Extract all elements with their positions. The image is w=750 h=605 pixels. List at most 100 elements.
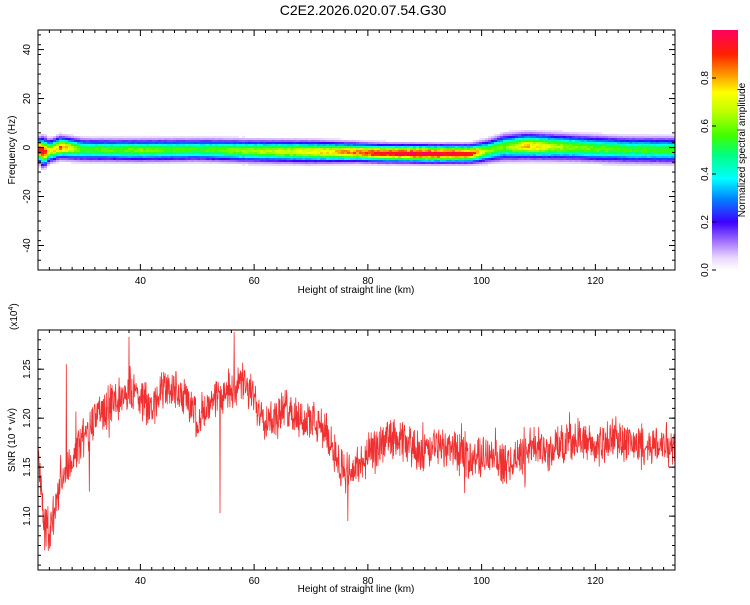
heatmap-cell	[107, 144, 110, 146]
heatmap-cell	[461, 164, 464, 166]
heatmap-cell	[569, 142, 572, 144]
heatmap-cell	[326, 156, 329, 158]
heatmap-cell	[290, 160, 293, 162]
heatmap-cell	[530, 136, 533, 138]
heatmap-cell	[614, 154, 617, 156]
heatmap-cell	[530, 144, 533, 146]
heatmap-cell	[500, 138, 503, 140]
heatmap-cell	[161, 146, 164, 148]
heatmap-cell	[632, 136, 635, 138]
heatmap-cell	[227, 158, 230, 160]
heatmap-cell	[506, 162, 509, 164]
heatmap-cell	[146, 148, 149, 150]
heatmap-cell	[131, 152, 134, 154]
heatmap-cell	[266, 160, 269, 162]
heatmap-cell	[137, 162, 140, 164]
heatmap-cell	[272, 164, 275, 166]
heatmap-cell	[359, 152, 362, 154]
heatmap-cell	[134, 160, 137, 162]
heatmap-cell	[320, 154, 323, 156]
heatmap-cell	[539, 132, 542, 134]
heatmap-cell	[395, 156, 398, 158]
heatmap-cell	[446, 156, 449, 158]
heatmap-cell	[599, 160, 602, 162]
heatmap-cell	[611, 162, 614, 164]
heatmap-cell	[596, 138, 599, 140]
snr-ytick-label: 1.25	[22, 359, 33, 379]
heatmap-cell	[308, 142, 311, 144]
heatmap-cell	[593, 142, 596, 144]
heatmap-cell	[266, 158, 269, 160]
heatmap-cell	[326, 152, 329, 154]
heatmap-cell	[230, 162, 233, 164]
heatmap-cell	[536, 130, 539, 132]
heatmap-cell	[83, 160, 86, 162]
heatmap-cell	[569, 156, 572, 158]
heatmap-cell	[137, 148, 140, 150]
heatmap-cell	[410, 164, 413, 166]
heatmap-cell	[77, 150, 80, 152]
heatmap-cell	[170, 162, 173, 164]
heatmap-cell	[101, 138, 104, 140]
heatmap-cell	[248, 144, 251, 146]
heatmap-cell	[653, 148, 656, 150]
heatmap-cell	[581, 148, 584, 150]
heatmap-cell	[221, 160, 224, 162]
heatmap-cell	[524, 138, 527, 140]
heatmap-cell	[467, 160, 470, 162]
heatmap-cell	[611, 138, 614, 140]
heatmap-cell	[125, 140, 128, 142]
heatmap-cell	[101, 142, 104, 144]
heatmap-cell	[299, 160, 302, 162]
heatmap-cell	[320, 146, 323, 148]
heatmap-cell	[485, 144, 488, 146]
heatmap-cell	[650, 160, 653, 162]
heatmap-cell	[104, 142, 107, 144]
heatmap-cell	[389, 142, 392, 144]
heatmap-cell	[356, 156, 359, 158]
heatmap-cell	[329, 160, 332, 162]
heatmap-cell	[671, 154, 674, 156]
heatmap-cell	[275, 156, 278, 158]
heatmap-cell	[521, 150, 524, 152]
heatmap-cell	[353, 160, 356, 162]
heatmap-cell	[86, 158, 89, 160]
heatmap-cell	[326, 162, 329, 164]
heatmap-cell	[167, 152, 170, 154]
heatmap-cell	[518, 142, 521, 144]
heatmap-cell	[368, 142, 371, 144]
heatmap-cell	[170, 148, 173, 150]
heatmap-cell	[347, 152, 350, 154]
heatmap-cell	[425, 154, 428, 156]
heatmap-cell	[389, 154, 392, 156]
heatmap-cell	[236, 158, 239, 160]
heatmap-cell	[482, 162, 485, 164]
heatmap-cell	[110, 152, 113, 154]
heatmap-cell	[200, 162, 203, 164]
heatmap-cell	[269, 158, 272, 160]
heatmap-cell	[263, 144, 266, 146]
heatmap-cell	[161, 160, 164, 162]
heatmap-cell	[359, 142, 362, 144]
heatmap-cell	[68, 148, 71, 150]
heatmap-cell	[440, 162, 443, 164]
heatmap-cell	[377, 156, 380, 158]
heatmap-cell	[134, 162, 137, 164]
heatmap-cell	[239, 152, 242, 154]
heatmap-cell	[287, 152, 290, 154]
heatmap-cell	[626, 140, 629, 142]
heatmap-cell	[578, 156, 581, 158]
heatmap-cell	[254, 150, 257, 152]
heatmap-cell	[224, 156, 227, 158]
heatmap-cell	[95, 156, 98, 158]
heatmap-cell	[485, 152, 488, 154]
heatmap-cell	[653, 164, 656, 166]
heatmap-cell	[227, 152, 230, 154]
heatmap-cell	[155, 160, 158, 162]
heatmap-cell	[68, 158, 71, 160]
heatmap-cell	[194, 156, 197, 158]
heatmap-cell	[389, 150, 392, 152]
heatmap-cell	[302, 158, 305, 160]
heatmap-cell	[245, 156, 248, 158]
heatmap-cell	[260, 164, 263, 166]
